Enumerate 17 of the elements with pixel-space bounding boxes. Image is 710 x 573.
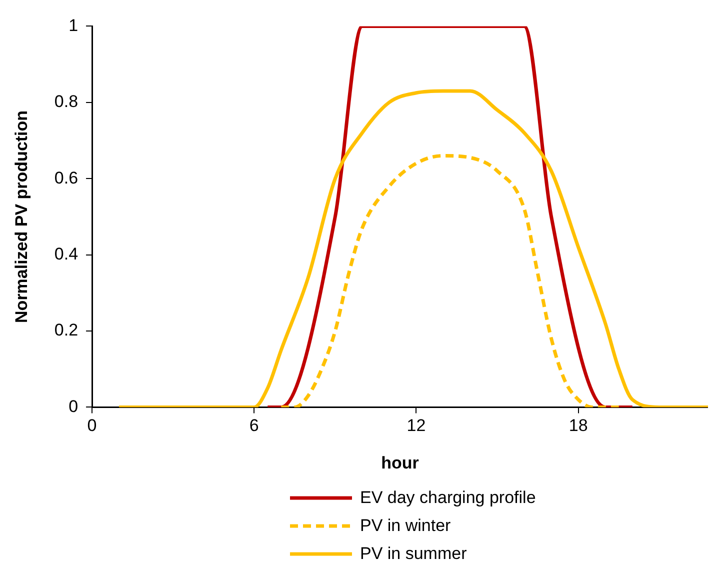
line-series (117, 89, 708, 408)
line-series (279, 154, 621, 408)
x-tick-label: 12 (406, 416, 426, 436)
x-tick-label: 18 (568, 416, 588, 436)
x-axis-title: hour (381, 453, 420, 472)
y-tick-label: 0.6 (54, 168, 78, 188)
legend-label: PV in summer (360, 544, 467, 564)
y-tick-label: 0.2 (54, 320, 78, 340)
y-axis-title: Normalized PV production (12, 110, 31, 323)
legend-label: EV day charging profile (360, 488, 536, 508)
x-tick-label: 0 (87, 416, 97, 436)
legend-label: PV in winter (360, 516, 451, 536)
y-tick-label: 0.8 (54, 92, 78, 112)
y-tick-label: 1 (68, 16, 78, 35)
y-tick-label: 0 (68, 396, 78, 416)
y-tick-label: 0.4 (54, 244, 78, 264)
x-tick-label: 6 (249, 416, 259, 436)
